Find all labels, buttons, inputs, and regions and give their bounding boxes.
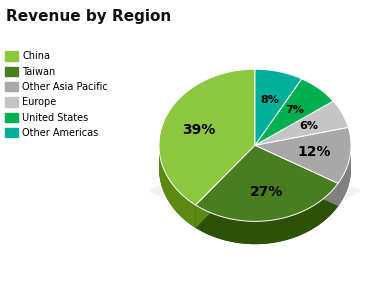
Polygon shape	[338, 144, 351, 206]
Polygon shape	[159, 144, 196, 228]
Text: 12%: 12%	[297, 145, 331, 159]
Polygon shape	[196, 145, 338, 221]
Text: 39%: 39%	[182, 123, 215, 137]
Polygon shape	[255, 144, 351, 168]
Polygon shape	[196, 145, 255, 228]
Polygon shape	[255, 145, 338, 206]
Text: 6%: 6%	[300, 121, 319, 131]
Polygon shape	[255, 79, 333, 145]
Text: 8%: 8%	[261, 95, 279, 105]
Polygon shape	[255, 101, 348, 145]
Text: Revenue by Region: Revenue by Region	[6, 9, 171, 24]
Text: 27%: 27%	[250, 184, 283, 199]
Polygon shape	[196, 145, 255, 228]
Polygon shape	[255, 69, 302, 145]
Polygon shape	[159, 144, 255, 168]
Legend: China, Taiwan, Other Asia Pacific, Europe, United States, Other Americas: China, Taiwan, Other Asia Pacific, Europ…	[5, 51, 108, 138]
Polygon shape	[159, 168, 351, 244]
Ellipse shape	[149, 180, 361, 202]
Polygon shape	[159, 69, 255, 205]
Text: 7%: 7%	[285, 105, 304, 115]
Polygon shape	[255, 127, 351, 183]
Polygon shape	[196, 183, 338, 244]
Polygon shape	[255, 145, 338, 206]
